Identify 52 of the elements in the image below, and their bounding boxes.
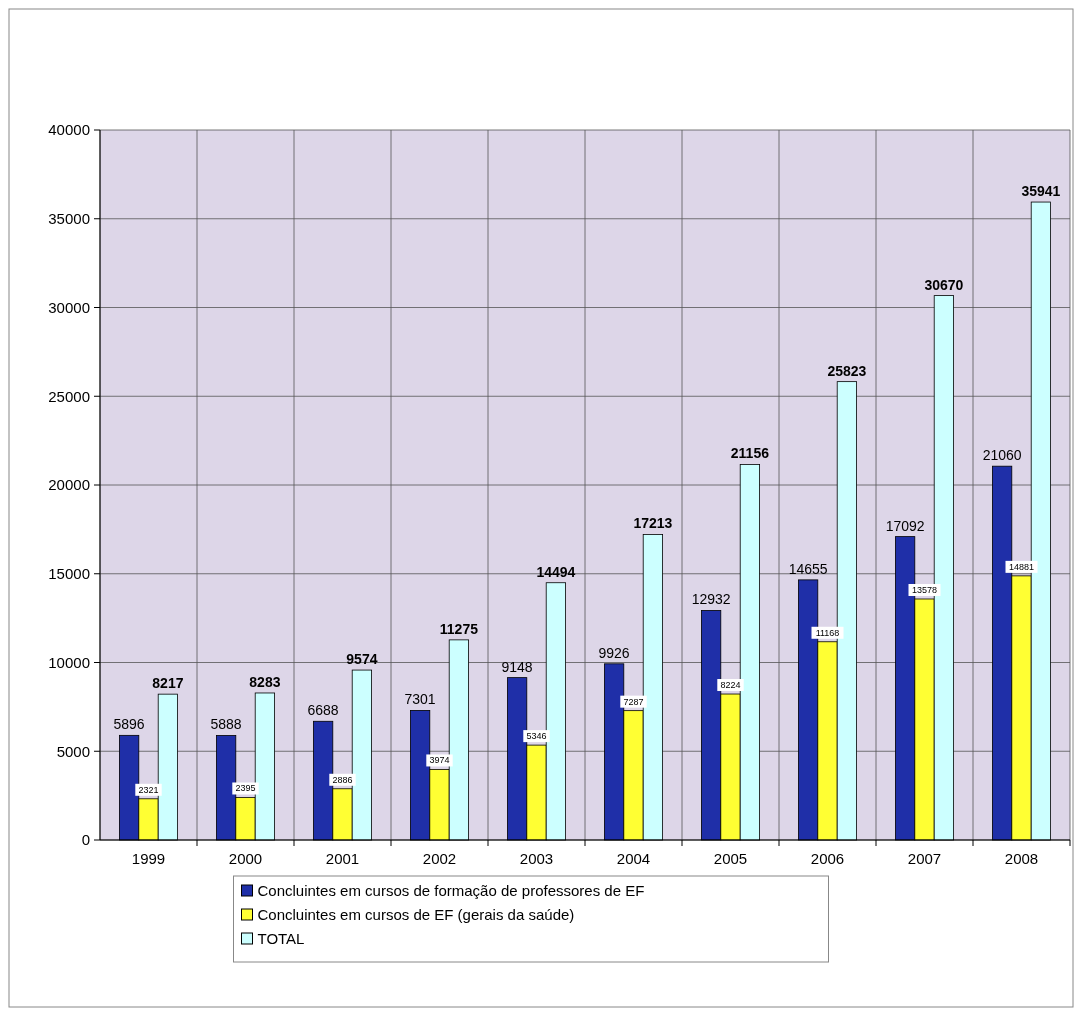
- y-tick-label: 35000: [48, 210, 90, 227]
- y-tick-label: 40000: [48, 121, 90, 139]
- x-tick-label: 2003: [519, 850, 554, 867]
- data-label: 8217: [152, 675, 184, 692]
- data-label: 8224: [720, 680, 741, 691]
- x-tick-label: 1999: [131, 850, 166, 867]
- data-label: 11275: [439, 620, 479, 637]
- data-label: 17213: [633, 515, 673, 532]
- y-tick-label: 20000: [48, 476, 90, 494]
- x-tick-label: 2000: [228, 850, 263, 867]
- data-label: 7287: [623, 696, 644, 707]
- x-tick-label: 2008: [1004, 850, 1039, 867]
- x-tick-label: 2005: [713, 850, 748, 867]
- data-label: 5896: [113, 716, 145, 733]
- y-tick-label: 15000: [48, 565, 90, 582]
- y-tick-label: 0: [81, 831, 90, 849]
- data-label: 21156: [730, 445, 770, 462]
- data-label: 8283: [249, 673, 281, 690]
- data-label: 25823: [827, 362, 867, 379]
- data-label: 2321: [138, 784, 159, 795]
- data-label: 5346: [526, 731, 547, 742]
- data-label: 5888: [210, 716, 242, 733]
- x-tick-label: 2007: [907, 850, 942, 867]
- data-label: 9926: [598, 644, 630, 661]
- legend-label: Concluintes em cursos de EF (gerais da saúde): [257, 906, 575, 924]
- x-tick-label: 2002: [422, 850, 457, 867]
- legend-label: TOTAL: [257, 930, 305, 948]
- y-tick-label: 5000: [56, 742, 90, 760]
- data-label: 2886: [332, 774, 353, 785]
- x-tick-label: 2004: [616, 850, 651, 867]
- x-tick-label: 2006: [810, 850, 845, 867]
- data-label: 14494: [536, 563, 576, 580]
- data-label: 17092: [885, 517, 925, 534]
- data-label: 30670: [924, 276, 964, 293]
- data-label: 3974: [429, 755, 450, 766]
- data-label: 11168: [815, 627, 840, 638]
- x-tick-label: 2001: [325, 850, 360, 867]
- data-label: 2395: [235, 783, 256, 794]
- y-tick-label: 25000: [48, 387, 90, 405]
- legend-label: Concluintes em cursos de formação de professores de EF: [257, 882, 645, 900]
- data-label: 14881: [1008, 561, 1035, 572]
- data-label: 12932: [691, 591, 731, 608]
- data-label: 6688: [307, 702, 339, 719]
- y-tick-label: 30000: [48, 298, 90, 316]
- data-label: 13578: [911, 584, 938, 595]
- y-tick-label: 10000: [48, 653, 90, 671]
- data-label: 9574: [346, 651, 378, 668]
- data-label: 21060: [982, 447, 1022, 464]
- data-label: 35941: [1021, 183, 1061, 200]
- data-label: 7301: [404, 691, 436, 708]
- data-label: 14655: [788, 560, 828, 577]
- data-label: 9148: [501, 658, 533, 675]
